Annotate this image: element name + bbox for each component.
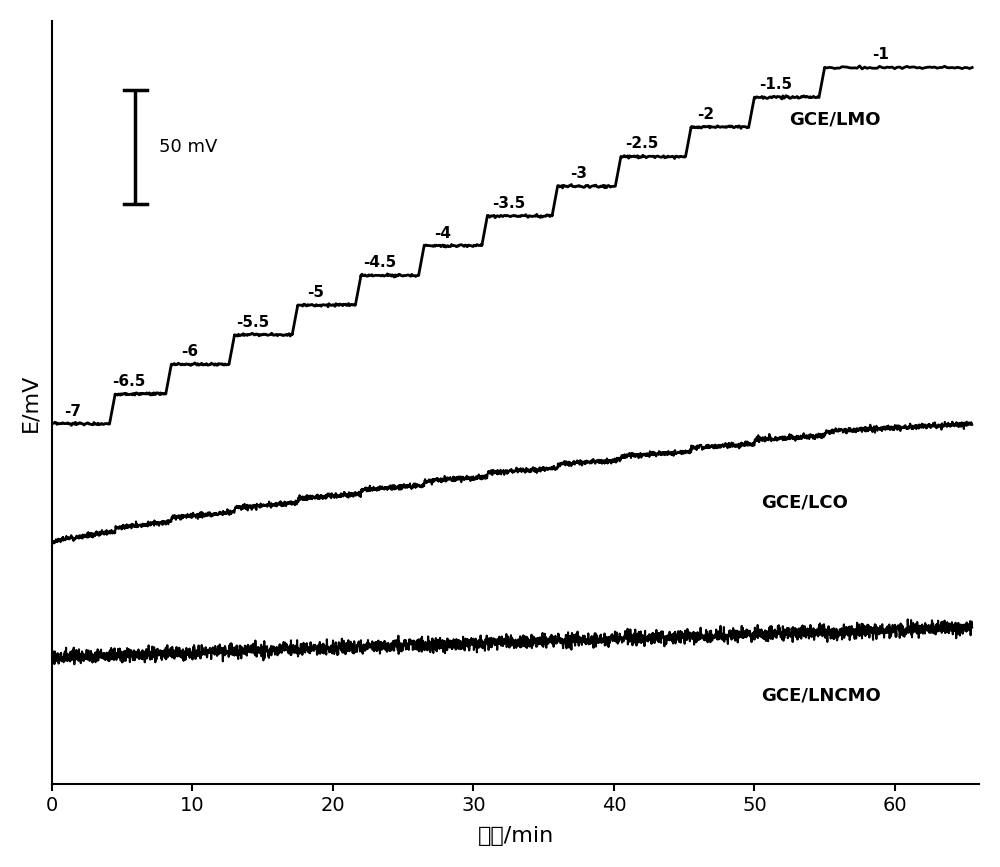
Text: -2.5: -2.5 <box>625 136 659 152</box>
Text: -5.5: -5.5 <box>236 315 269 329</box>
Text: GCE/LNCMO: GCE/LNCMO <box>761 686 881 704</box>
Text: 50 mV: 50 mV <box>159 138 217 156</box>
Text: GCE/LCO: GCE/LCO <box>761 493 848 512</box>
X-axis label: 时间/min: 时间/min <box>477 826 554 846</box>
Y-axis label: E/mV: E/mV <box>21 374 41 432</box>
Text: -4.5: -4.5 <box>363 255 396 271</box>
Text: -3: -3 <box>570 166 587 181</box>
Text: -4: -4 <box>434 225 451 240</box>
Text: -1.5: -1.5 <box>759 77 792 92</box>
Text: -5: -5 <box>308 285 325 300</box>
Text: -3.5: -3.5 <box>492 196 525 211</box>
Text: -2: -2 <box>697 107 714 121</box>
Text: -7: -7 <box>65 404 82 419</box>
Text: -6: -6 <box>181 344 198 359</box>
Text: -1: -1 <box>872 48 889 62</box>
Text: -6.5: -6.5 <box>113 374 146 389</box>
Text: GCE/LMO: GCE/LMO <box>790 111 881 129</box>
